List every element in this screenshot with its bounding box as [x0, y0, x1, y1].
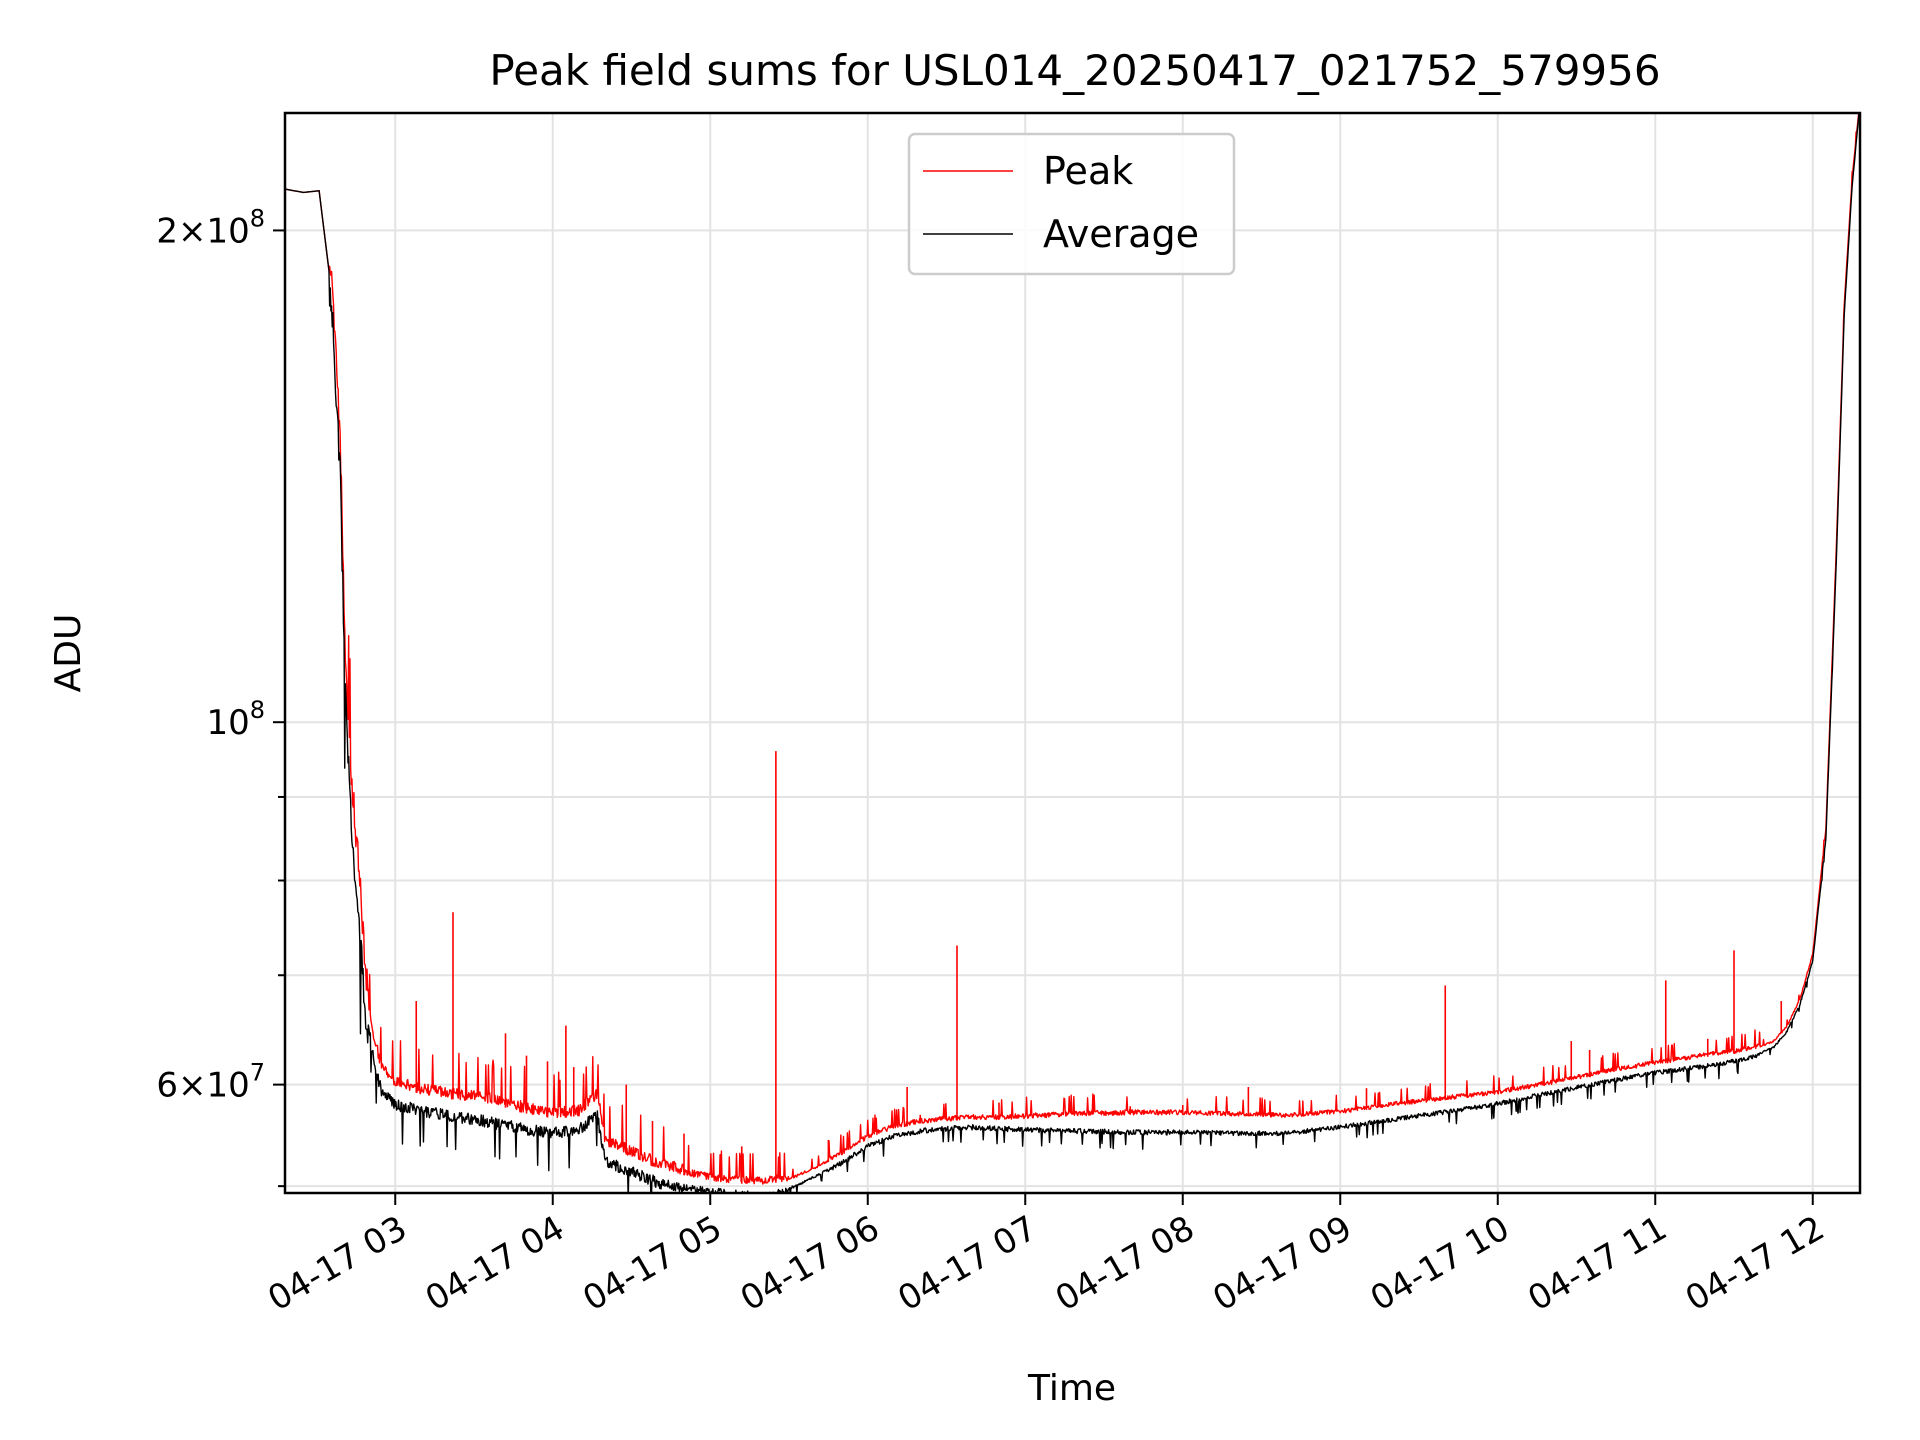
plot-frame [283, 111, 1862, 1195]
y-tick-label: 2×108 [156, 204, 265, 251]
legend-label-average: Average [1043, 212, 1199, 256]
chart-title: Peak field sums for USL014_20250417_0217… [489, 46, 1660, 95]
x-axis-label: Time [1027, 1368, 1116, 1409]
series-line-average [285, 113, 1860, 1193]
legend-label-peak: Peak [1043, 149, 1133, 193]
y-tick-label: 108 [206, 696, 265, 743]
legend: Peak Average [907, 132, 1236, 276]
y-tick-label: 6×107 [156, 1059, 265, 1106]
y-axis-label: ADU [48, 614, 89, 693]
series-layer [285, 113, 1860, 1193]
legend-box [907, 132, 1236, 276]
